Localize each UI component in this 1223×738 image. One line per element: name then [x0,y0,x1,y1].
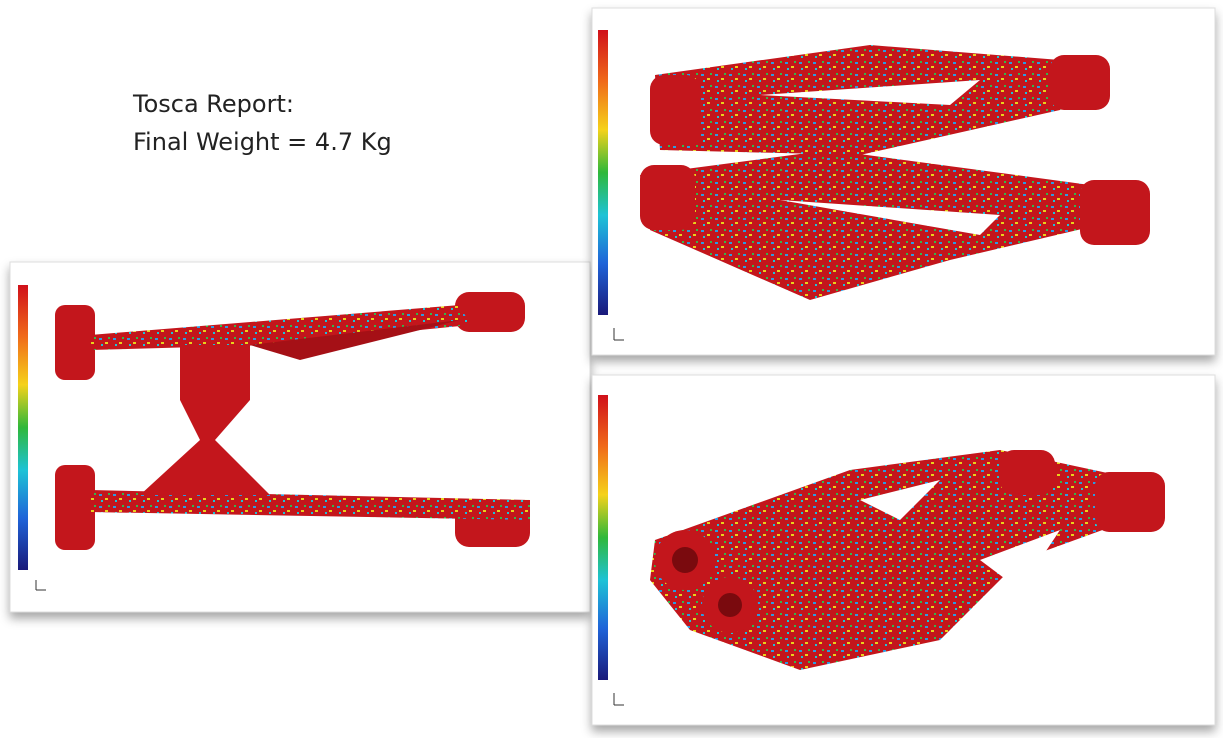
color-legend [598,30,608,315]
page: {"slide": {"caption_lines": ["Tosca Repo… [0,0,1223,738]
caption-line: Final Weight = 4.7 Kg [133,128,392,156]
result-panel [592,8,1215,355]
color-legend [18,285,28,570]
result-panel [592,375,1215,725]
color-legend [598,395,608,680]
caption-line: Tosca Report: [132,90,294,118]
slide: Tosca Report: Final Weight = 4.7 Kg [0,0,1223,738]
result-panel [10,262,590,612]
